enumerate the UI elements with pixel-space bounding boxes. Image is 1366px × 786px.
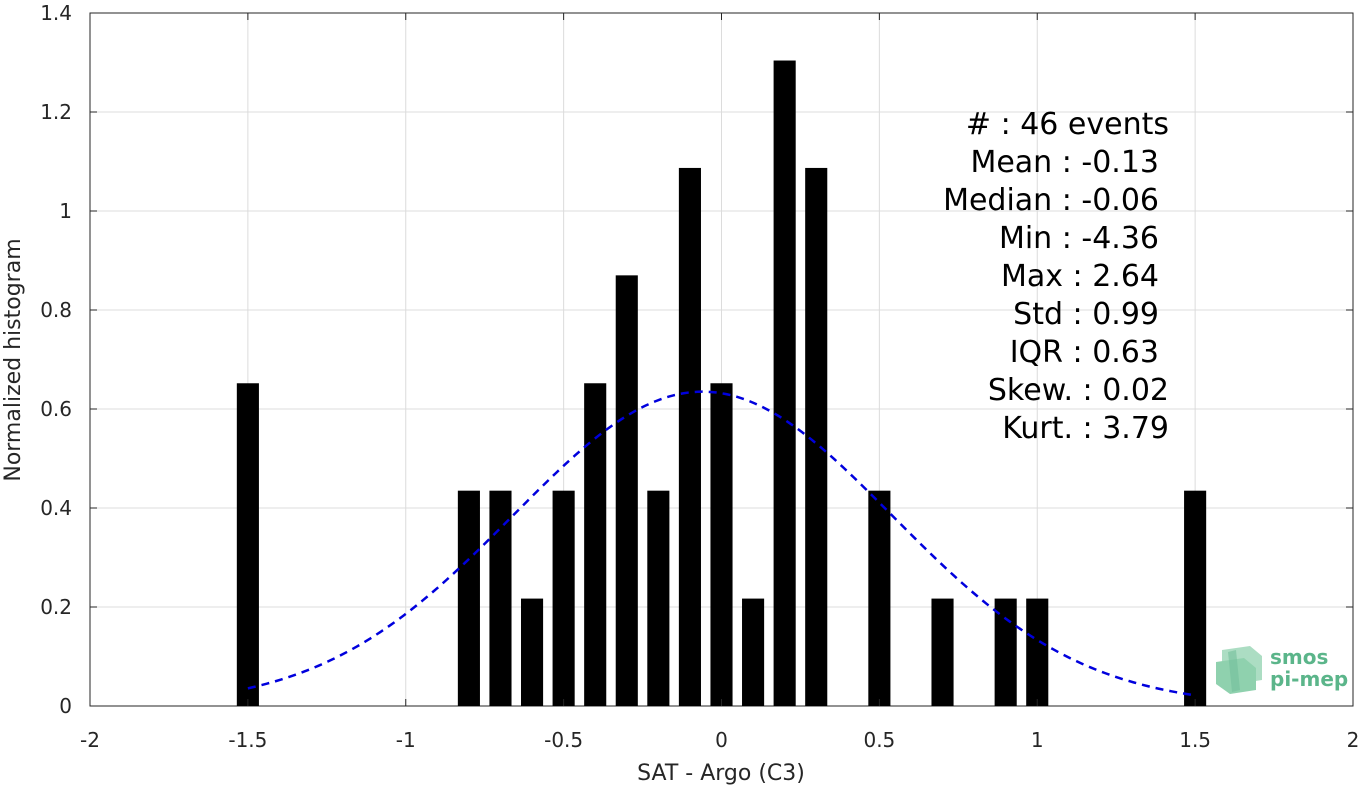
y-tick-label: 1.4 <box>40 1 72 25</box>
histogram-bar <box>457 490 480 706</box>
histogram-bar <box>868 490 891 706</box>
histogram-bar <box>647 490 670 706</box>
y-tick-label: 1.2 <box>40 100 72 124</box>
x-tick-labels: -2 -1.5 -1 -0.5 0 0.5 1 1.5 2 <box>80 728 1359 752</box>
x-tick-label: 1.5 <box>1179 728 1211 752</box>
x-axis-label: SAT - Argo (C3) <box>637 761 805 786</box>
smos-pimep-logo: smos pi-mep <box>1216 645 1348 694</box>
histogram-bar <box>489 490 512 706</box>
histogram-bars <box>236 60 1207 706</box>
stats-std: Std : 0.99 <box>1013 297 1159 332</box>
histogram-bar <box>615 275 638 706</box>
histogram-bar <box>678 167 701 706</box>
stats-min: Min : -4.36 <box>999 221 1159 256</box>
histogram-bar <box>710 383 733 706</box>
x-tick-label: 0.5 <box>863 728 895 752</box>
y-axis-label: Normalized histogram <box>1 238 26 481</box>
x-tick-label: -0.5 <box>544 728 583 752</box>
y-tick-label: 0.6 <box>40 397 72 421</box>
logo-icon <box>1216 646 1262 694</box>
y-tick-label: 0.2 <box>40 595 72 619</box>
logo-text-smos: smos <box>1270 645 1328 669</box>
y-tick-labels: 0 0.2 0.4 0.6 0.8 1 1.2 1.4 <box>40 1 72 718</box>
histogram-bar <box>994 598 1017 706</box>
y-tick-label: 0.4 <box>40 496 72 520</box>
histogram-bar <box>931 598 954 706</box>
histogram-bar <box>1184 490 1207 706</box>
logo-text-pimep: pi-mep <box>1270 667 1348 691</box>
stats-annotation: # : 46 events Mean : -0.13 Median : -0.0… <box>943 107 1169 446</box>
histogram-bar <box>584 383 607 706</box>
histogram-bar <box>1026 598 1049 706</box>
x-tick-label: -1.5 <box>228 728 267 752</box>
histogram-bar <box>805 167 828 706</box>
histogram-bar <box>520 598 544 706</box>
stats-iqr: IQR : 0.63 <box>1010 335 1159 370</box>
stats-kurt: Kurt. : 3.79 <box>1002 411 1169 446</box>
y-tick-label: 0 <box>59 694 72 718</box>
y-tick-label: 1 <box>59 199 72 223</box>
x-tick-label: 2 <box>1347 728 1360 752</box>
stats-count: # : 46 events <box>966 107 1169 142</box>
y-tick-label: 0.8 <box>40 298 72 322</box>
x-tick-label: 0 <box>715 728 728 752</box>
histogram-bar <box>236 383 259 706</box>
stats-mean: Mean : -0.13 <box>970 145 1159 180</box>
stats-skew: Skew. : 0.02 <box>988 373 1169 408</box>
axis-ticks <box>89 12 1354 707</box>
histogram-bar <box>742 598 765 706</box>
histogram-bar <box>773 60 796 706</box>
histogram-bar <box>552 490 575 706</box>
stats-max: Max : 2.64 <box>1001 259 1159 294</box>
stats-median: Median : -0.06 <box>943 183 1159 218</box>
x-tick-label: -1 <box>396 728 416 752</box>
x-tick-label: 1 <box>1031 728 1044 752</box>
x-tick-label: -2 <box>80 728 100 752</box>
